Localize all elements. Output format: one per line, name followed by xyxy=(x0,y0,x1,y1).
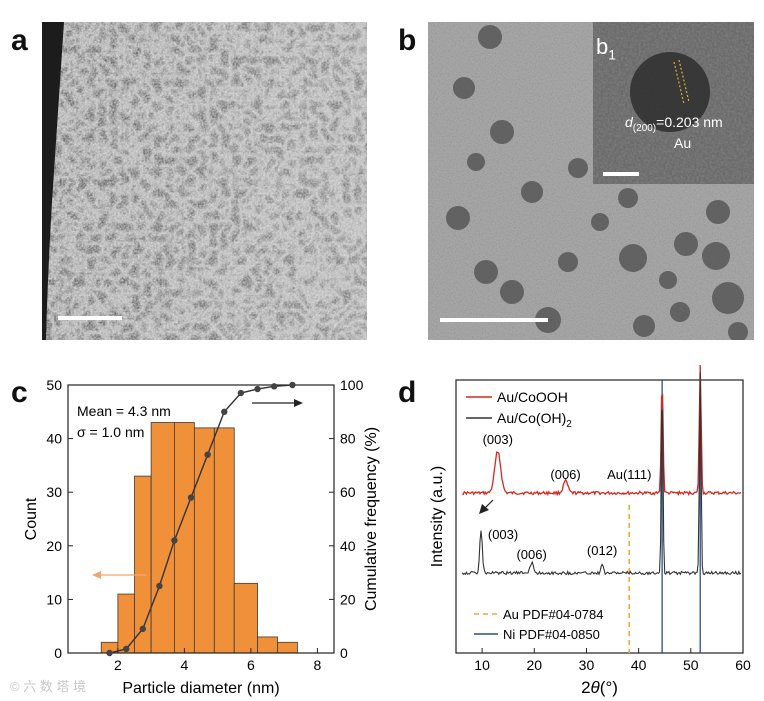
y-tick-label-0: 0 xyxy=(54,645,62,661)
cumulative-point-1 xyxy=(122,645,130,653)
hrtem-inset xyxy=(593,22,754,184)
x-tick-label-4: 50 xyxy=(683,657,699,673)
y2-tick-label-5: 100 xyxy=(340,377,364,393)
cumulative-point-2 xyxy=(139,625,147,633)
panel-c-letter: c xyxy=(11,376,28,409)
y-tick-label-4: 40 xyxy=(46,431,62,447)
tem-scale-bar xyxy=(440,318,548,322)
y2-tick-label-3: 60 xyxy=(340,484,356,500)
panel-b-letter: b xyxy=(398,24,417,57)
peak-label-006-top: (006) xyxy=(550,467,580,482)
histogram-bar-3 xyxy=(150,422,175,654)
x-tick-label-0: 2 xyxy=(114,657,122,673)
tem-image-texture xyxy=(428,22,754,340)
x-tick-label-3: 40 xyxy=(631,657,647,673)
series-au-coh2 xyxy=(461,372,742,576)
transform-arrow-head xyxy=(479,504,489,514)
sem-image-texture xyxy=(42,22,367,340)
plot-frame xyxy=(67,384,335,654)
y2-tick-label-4: 80 xyxy=(340,431,356,447)
cumulative-point-6 xyxy=(204,451,211,458)
left-arrow-head xyxy=(92,571,101,579)
x-tick-label-5: 60 xyxy=(735,657,751,673)
x-tick-label-0: 10 xyxy=(474,657,490,673)
y-axis-label: Intensity (a.u.) xyxy=(429,466,446,567)
y-tick-label-5: 50 xyxy=(46,377,62,393)
x-axis-label: 2θ(°) xyxy=(581,678,618,697)
sem-image xyxy=(42,22,367,340)
legend-label-au-ref: Au PDF#04-0784 xyxy=(503,607,603,622)
cumulative-point-7 xyxy=(221,408,228,415)
y-tick-label-1: 10 xyxy=(46,591,62,607)
y2-tick-label-2: 40 xyxy=(340,538,356,554)
plot-frame xyxy=(455,379,744,654)
histogram-bar-1 xyxy=(117,593,135,654)
legend-label-au-coh2: Au/Co(OH)2 xyxy=(497,410,572,430)
y-axis-label: Count xyxy=(23,497,40,540)
series-au-cooh xyxy=(462,364,742,497)
cumulative-point-3 xyxy=(156,582,163,590)
y-tick-label-2: 20 xyxy=(46,538,62,554)
right-arrow-head xyxy=(294,399,303,407)
x-tick-label-2: 6 xyxy=(247,657,255,673)
histogram-bar-4 xyxy=(173,422,195,654)
peak-label-003-bottom: (003) xyxy=(488,527,518,542)
cumulative-point-4 xyxy=(171,537,178,544)
histogram-bar-6 xyxy=(213,427,235,654)
peak-label-012-bottom: (012) xyxy=(587,543,617,558)
cumulative-point-0 xyxy=(106,649,113,657)
y2-tick-label-1: 20 xyxy=(340,591,356,607)
x-tick-label-3: 8 xyxy=(313,657,321,673)
inset-label: b1 xyxy=(596,34,617,63)
x-axis-label: Particle diameter (nm) xyxy=(122,680,279,697)
histogram-bar-7 xyxy=(233,582,258,654)
legend-label-ni-ref: Ni PDF#04-0850 xyxy=(503,627,600,642)
cumulative-point-9 xyxy=(254,385,261,393)
peak-label-006-bottom: (006) xyxy=(516,547,546,562)
x-tick-label-2: 30 xyxy=(579,657,595,673)
tem-image: b1 d(200)=0.203 nm Au xyxy=(428,22,754,340)
watermark: © 六 数 塔 境 xyxy=(10,679,87,694)
legend-label-au-cooh: Au/CoOOH xyxy=(497,389,568,405)
x-tick-label-1: 4 xyxy=(180,657,188,673)
material-label: Au xyxy=(674,135,692,151)
y2-axis-label: Cumulative frequency (%) xyxy=(363,427,380,611)
panel-d-letter: d xyxy=(398,376,417,409)
chart-d: 10 20 30 40 50 60 Au/CoOOH Au/Co(OH)2 Au PDF#04-… xyxy=(429,364,751,697)
peak-label-003-top: (003) xyxy=(483,432,513,447)
mean-annotation: Mean = 4.3 nm xyxy=(77,403,171,419)
histogram-bar-9 xyxy=(277,641,298,654)
cumulative-point-8 xyxy=(237,389,245,397)
histogram-bar-8 xyxy=(257,636,278,654)
panel-a-letter: a xyxy=(11,24,28,57)
cumulative-point-5 xyxy=(187,494,195,501)
y-tick-label-3: 30 xyxy=(46,484,62,500)
sigma-annotation: σ = 1.0 nm xyxy=(77,424,144,440)
cumulative-point-10 xyxy=(270,383,278,390)
peak-label-au111: Au(111) xyxy=(607,467,651,482)
sem-scale-bar xyxy=(58,316,122,320)
cumulative-point-11 xyxy=(289,381,296,389)
d-spacing-label: d(200)=0.203 nm xyxy=(625,114,723,134)
y2-tick-label-0: 0 xyxy=(340,645,348,661)
x-tick-label-1: 20 xyxy=(526,657,542,673)
